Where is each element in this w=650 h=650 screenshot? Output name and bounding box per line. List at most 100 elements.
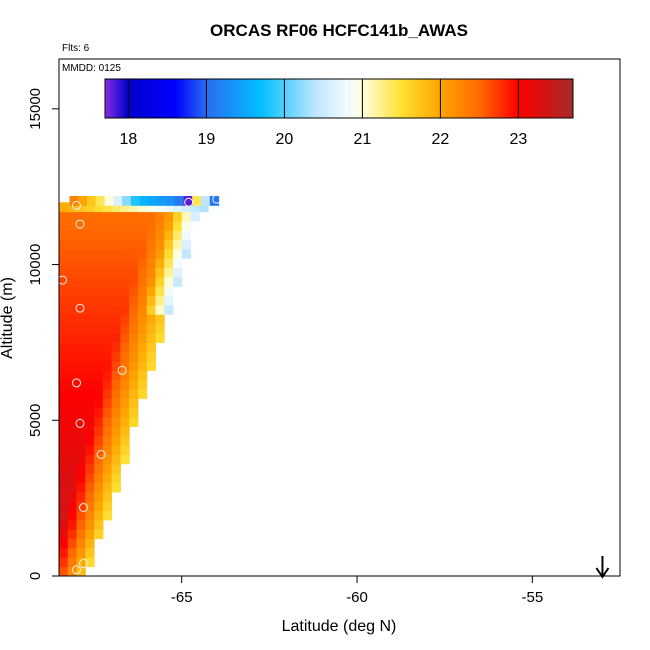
heatmap-cell [111, 295, 121, 306]
heatmap-cell [155, 333, 165, 343]
heatmap-cell [146, 277, 156, 287]
heatmap-cell [67, 267, 78, 278]
heatmap-cell [94, 342, 104, 353]
flights-label: Flts: 6 [62, 43, 90, 54]
heatmap-cell [59, 277, 69, 287]
heatmap-cell [85, 342, 95, 353]
heatmap-cells [59, 196, 220, 577]
heatmap-cell [94, 351, 104, 362]
heatmap-cell [111, 202, 121, 213]
heatmap-cell [129, 202, 139, 213]
heatmap-cell [59, 519, 69, 530]
x-tick-label: -55 [522, 589, 544, 606]
heatmap-cell [120, 361, 130, 371]
heatmap-cell [59, 445, 69, 455]
heatmap-cell [67, 211, 78, 222]
heatmap-cell [146, 295, 156, 306]
heatmap-cell [76, 230, 86, 241]
heatmap-cell [76, 249, 86, 259]
heatmap-cell [94, 239, 104, 250]
heatmap-cell [181, 249, 191, 259]
heatmap-cell [111, 314, 121, 325]
heatmap-cell [120, 370, 130, 381]
heatmap-cell [94, 417, 104, 427]
sample-point [96, 450, 106, 459]
x-tick-label: -60 [346, 589, 368, 606]
heatmap-cell [137, 342, 148, 353]
heatmap-cell [137, 361, 148, 371]
heatmap-cell [85, 295, 95, 306]
heatmap-cell [173, 258, 183, 269]
heatmap-cell [111, 211, 121, 222]
heatmap-cell [111, 361, 121, 371]
heatmap-cell [102, 417, 113, 427]
heatmap-cell [94, 398, 104, 409]
heatmap-cell [59, 463, 69, 474]
heatmap-cell [76, 557, 86, 568]
heatmap-cell [129, 351, 139, 362]
heatmap-cell [137, 202, 148, 213]
heatmap-cell [102, 305, 113, 315]
heatmap-cell [111, 454, 121, 465]
heatmap-cell [85, 379, 95, 390]
heatmap-cell [111, 249, 121, 259]
heatmap-cell [111, 435, 121, 446]
heatmap-cell [129, 286, 139, 297]
heatmap-cell [155, 211, 165, 222]
heatmap-cell [146, 361, 156, 371]
sample-point [184, 197, 194, 207]
heatmap-cell [67, 333, 78, 343]
heatmap-cell [113, 196, 123, 206]
heatmap-cell [120, 342, 130, 353]
heatmap-cell [59, 221, 69, 231]
heatmap-cell [164, 295, 174, 306]
y-axis-label: Altitude (m) [0, 277, 16, 359]
heatmap-cell [59, 286, 69, 297]
heatmap-cell [129, 342, 139, 353]
heatmap-cell [76, 277, 86, 287]
heatmap-cell [94, 435, 104, 446]
heatmap-cell [85, 482, 95, 493]
heatmap-cell [69, 196, 79, 206]
heatmap-cell [181, 221, 191, 231]
heatmap-cell [59, 426, 69, 437]
heatmap-cell [85, 230, 95, 241]
heatmap-cell [139, 196, 149, 206]
heatmap-cell [59, 389, 69, 399]
heatmap-cell [129, 267, 139, 278]
sample-point [212, 194, 222, 204]
colorbar-tick-label: 23 [510, 131, 528, 148]
heatmap-cell [85, 398, 95, 409]
heatmap-cell [111, 445, 121, 455]
heatmap-cell [59, 211, 69, 222]
y-tick-label: 15000 [27, 88, 44, 130]
heatmap-cell [111, 333, 121, 343]
heatmap-cell [111, 286, 121, 297]
heatmap-cell [129, 333, 139, 343]
heatmap-cell [94, 407, 104, 418]
heatmap-cell [76, 407, 86, 418]
colorbar: 18 19 20 21 22 23 [104, 78, 574, 148]
heatmap-cell [85, 454, 95, 465]
heatmap-cell [137, 267, 148, 278]
chart-title: ORCAS RF06 HCFC141b_AWAS [210, 21, 468, 40]
heatmap-cell [94, 361, 104, 371]
heatmap-cell [146, 230, 156, 241]
heatmap-cell [67, 538, 78, 549]
heatmap-cell [209, 196, 220, 206]
heatmap-cell [76, 548, 86, 558]
heatmap-cell [67, 398, 78, 409]
heatmap-cell [85, 323, 95, 334]
heatmap-cell [146, 239, 156, 250]
heatmap-cell [102, 435, 113, 446]
heatmap-cell [129, 389, 139, 399]
heatmap-cell [111, 463, 121, 474]
heatmap-cell [85, 463, 95, 474]
heatmap-cell [173, 277, 183, 287]
heatmap-cell [155, 286, 165, 297]
heatmap-cell [102, 258, 113, 269]
heatmap-cell [67, 407, 78, 418]
heatmap-cell [67, 351, 78, 362]
heatmap-cell [85, 249, 95, 259]
